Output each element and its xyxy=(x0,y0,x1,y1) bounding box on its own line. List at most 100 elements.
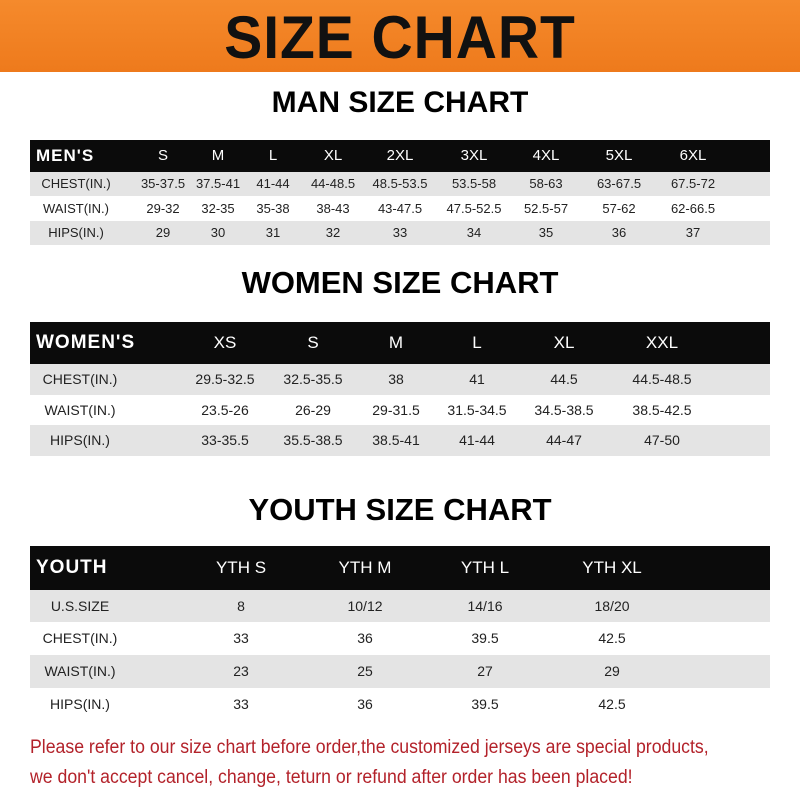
table-cell: 35.5-38.5 xyxy=(283,432,343,448)
table-cell: 14/16 xyxy=(467,598,503,614)
women-section-title: WOMEN SIZE CHART xyxy=(241,265,559,300)
measurement-label: U.S.SIZE xyxy=(50,598,110,614)
table-cell: 58-63 xyxy=(529,176,563,191)
measurement-label: WAIST(IN.) xyxy=(44,402,116,418)
measurement-label: CHEST(IN.) xyxy=(41,176,111,191)
table-cell: 44.5 xyxy=(550,371,578,387)
table-cell: 26-29 xyxy=(295,402,331,418)
table-cell: 53.5-58 xyxy=(451,176,497,191)
table-cell: 36 xyxy=(357,630,373,646)
table-row: HIPS(IN.) 29 30 31 32 33 34 35 36 37 xyxy=(30,221,770,245)
size-header-cell: YTH XL xyxy=(582,558,642,577)
table-cell: 39.5 xyxy=(471,696,499,712)
table-cell: 38 xyxy=(388,371,404,387)
table-header-row: WOMEN'S XS S M L XL XXL xyxy=(30,322,770,364)
table-row: WAIST(IN.) 23.5-26 26-29 29-31.5 31.5-34.5 34… xyxy=(30,395,770,425)
table-cell: 29.5-32.5 xyxy=(195,371,255,387)
table-cell: 29-32 xyxy=(146,201,180,216)
size-header-cell: XL xyxy=(323,147,343,164)
size-header-cell: YTH S xyxy=(215,558,267,577)
men-size-table: MEN'S S M L XL 2XL 3XL 4XL 5XL 6XL CHEST(IN.) 35-37… xyxy=(30,140,770,245)
table-cell: 41-44 xyxy=(256,176,290,191)
table-category-label: YOUTH xyxy=(36,557,108,578)
table-cell: 63-67.5 xyxy=(596,176,642,191)
table-cell: 33 xyxy=(233,630,249,646)
table-cell: 8 xyxy=(237,598,245,614)
table-cell: 57-62 xyxy=(602,201,636,216)
table-cell: 36 xyxy=(357,696,373,712)
table-row: CHEST(IN.) 35-37.5 37.5-41 41-44 44-48.5 48.5… xyxy=(30,172,770,196)
table-cell: 29 xyxy=(604,663,620,679)
table-cell: 10/12 xyxy=(347,598,383,614)
table-row: WAIST(IN.) 29-32 32-35 35-38 38-43 43-47.5 47.… xyxy=(30,196,770,221)
table-cell: 29 xyxy=(155,225,171,240)
title-banner: SIZE CHART xyxy=(0,0,800,72)
table-row: CHEST(IN.) 33 36 39.5 42.5 xyxy=(30,622,770,655)
measurement-label: HIPS(IN.) xyxy=(48,225,104,240)
men-section-title: MAN SIZE CHART xyxy=(271,86,529,119)
table-cell: 31 xyxy=(265,225,281,240)
size-header-cell: YTH L xyxy=(460,558,510,577)
size-header-cell: M xyxy=(388,333,404,352)
table-cell: 38.5-41 xyxy=(372,432,420,448)
table-cell: 67.5-72 xyxy=(670,176,716,191)
table-category-label: MEN'S xyxy=(36,146,95,165)
size-header-cell: XL xyxy=(553,333,575,352)
table-cell: 32.5-35.5 xyxy=(283,371,343,387)
size-header-cell: L xyxy=(268,147,278,164)
size-header-cell: XS xyxy=(213,333,237,352)
size-header-cell: S xyxy=(157,147,169,164)
table-cell: 47.5-52.5 xyxy=(446,201,502,216)
size-header-cell: L xyxy=(472,333,482,352)
table-cell: 32-35 xyxy=(201,201,235,216)
table-cell: 38-43 xyxy=(316,201,350,216)
table-cell: 35-38 xyxy=(256,201,290,216)
table-row: CHEST(IN.) 29.5-32.5 32.5-35.5 38 41 44.5 44.5… xyxy=(30,364,770,395)
table-cell: 35 xyxy=(538,225,554,240)
size-header-cell: 2XL xyxy=(386,147,414,164)
order-notice-line-1: Please refer to our size chart before or… xyxy=(30,737,709,758)
table-cell: 36 xyxy=(611,225,627,240)
size-header-cell: 6XL xyxy=(679,147,707,164)
table-cell: 35-37.5 xyxy=(140,176,186,191)
table-row: HIPS(IN.) 33-35.5 35.5-38.5 38.5-41 41-44 44-… xyxy=(30,425,770,456)
size-header-cell: 5XL xyxy=(605,147,633,164)
size-header-cell: XXL xyxy=(645,333,679,352)
table-cell: 62-66.5 xyxy=(670,201,716,216)
table-cell: 44-48.5 xyxy=(310,176,356,191)
women-size-table: WOMEN'S XS S M L XL XXL CHEST(IN.) 29.5-32.5 32.5… xyxy=(30,322,770,456)
table-cell: 44-47 xyxy=(546,432,582,448)
table-cell: 25 xyxy=(357,663,373,679)
table-cell: 42.5 xyxy=(598,696,626,712)
table-category-label: WOMEN'S xyxy=(36,332,136,353)
table-row: WAIST(IN.) 23 25 27 29 xyxy=(30,655,770,688)
table-cell: 33 xyxy=(233,696,249,712)
table-cell: 47-50 xyxy=(644,432,680,448)
measurement-label: CHEST(IN.) xyxy=(42,630,118,646)
table-cell: 23.5-26 xyxy=(201,402,249,418)
table-cell: 52.5-57 xyxy=(523,201,569,216)
size-header-cell: YTH M xyxy=(338,558,392,577)
table-cell: 34.5-38.5 xyxy=(534,402,594,418)
table-row: U.S.SIZE 8 10/12 14/16 18/20 xyxy=(30,590,770,622)
table-cell: 37.5-41 xyxy=(195,176,241,191)
measurement-label: HIPS(IN.) xyxy=(50,696,110,712)
table-cell: 33-35.5 xyxy=(201,432,249,448)
table-header-row: YOUTH YTH S YTH M YTH L YTH XL xyxy=(30,546,770,590)
youth-size-table: YOUTH YTH S YTH M YTH L YTH XL U.S.SIZE 8 10/12… xyxy=(30,546,770,720)
table-cell: 27 xyxy=(477,663,493,679)
order-notice: Please refer to our size chart before or… xyxy=(30,733,737,793)
table-cell: 30 xyxy=(210,225,226,240)
measurement-label: WAIST(IN.) xyxy=(43,201,109,216)
table-cell: 18/20 xyxy=(594,598,630,614)
measurement-label: CHEST(IN.) xyxy=(42,371,118,387)
table-header-row: MEN'S S M L XL 2XL 3XL 4XL 5XL 6XL xyxy=(30,140,770,172)
table-cell: 31.5-34.5 xyxy=(447,402,507,418)
size-header-cell: M xyxy=(211,147,225,164)
table-cell: 29-31.5 xyxy=(372,402,420,418)
table-cell: 38.5-42.5 xyxy=(632,402,692,418)
size-header-cell: 3XL xyxy=(460,147,488,164)
table-cell: 33 xyxy=(392,225,408,240)
table-cell: 23 xyxy=(233,663,249,679)
measurement-label: HIPS(IN.) xyxy=(50,432,110,448)
